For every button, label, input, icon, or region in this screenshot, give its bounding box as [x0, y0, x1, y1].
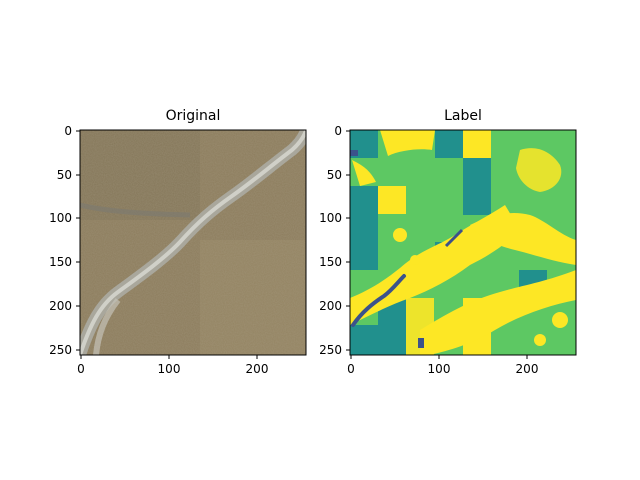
x-tick-label: 200	[246, 362, 269, 376]
x-tick-label: 0	[347, 362, 355, 376]
x-tick-label: 200	[516, 362, 539, 376]
x-tick-label: 100	[428, 362, 451, 376]
y-tick-label: 200	[319, 299, 342, 313]
y-tick-label: 250	[49, 343, 72, 357]
label-mask	[350, 130, 576, 355]
y-axis: 0 50 100 150 200 250	[49, 124, 80, 357]
y-tick-label: 0	[64, 124, 72, 138]
y-tick-label: 150	[319, 255, 342, 269]
y-tick-label: 100	[49, 211, 72, 225]
x-axis: 0 100 200	[77, 355, 268, 376]
y-tick-label: 100	[319, 211, 342, 225]
y-axis: 0 50 100 150 200 250	[319, 124, 350, 357]
y-tick-label: 150	[49, 255, 72, 269]
panel-title: Label	[444, 108, 482, 124]
y-tick-label: 50	[57, 168, 72, 182]
y-tick-label: 250	[319, 343, 342, 357]
axes-frame	[79, 129, 307, 356]
label-panel: Label 0 50 100 150 200 250 0 100 200	[319, 108, 577, 376]
original-panel: Original 0 50 100 150 200 250 0 100 200	[49, 108, 307, 376]
panel-title: Original	[166, 108, 221, 124]
x-axis: 0 100 200	[347, 355, 538, 376]
y-tick-label: 200	[49, 299, 72, 313]
axes-frame	[349, 129, 577, 356]
aerial-image	[80, 130, 306, 355]
x-tick-label: 100	[158, 362, 181, 376]
y-tick-label: 50	[327, 168, 342, 182]
x-tick-label: 0	[77, 362, 85, 376]
y-tick-label: 0	[334, 124, 342, 138]
